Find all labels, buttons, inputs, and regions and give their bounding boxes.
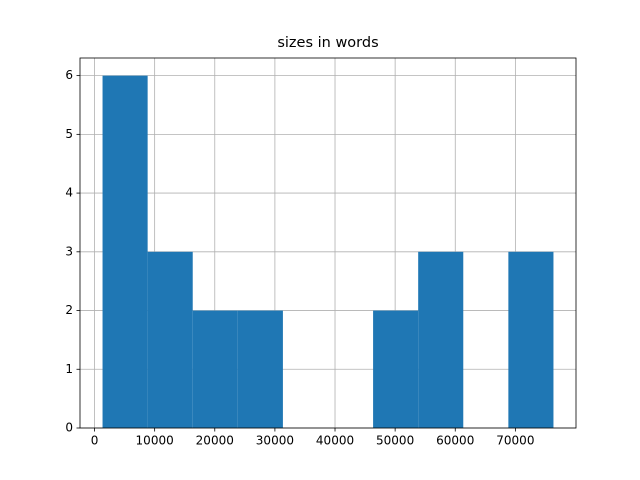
- bar: [192, 310, 238, 428]
- y-tick-label: 0: [65, 421, 73, 435]
- y-tick-label: 4: [65, 186, 73, 200]
- bars: [102, 75, 554, 428]
- y-tick-label: 5: [65, 127, 73, 141]
- bar: [237, 310, 283, 428]
- bar: [508, 251, 554, 428]
- x-tick-label: 70000: [496, 434, 534, 448]
- x-tick-label: 30000: [256, 434, 294, 448]
- x-tick-label: 10000: [136, 434, 174, 448]
- axes: 0 10000 20000 30000 40000 50000 60000 70000 0 1 2 3…: [65, 57, 577, 448]
- y-tick-label: 1: [65, 362, 73, 376]
- bar: [373, 310, 419, 428]
- y-tick-label: 2: [65, 303, 73, 317]
- x-tick-label: 60000: [436, 434, 474, 448]
- chart-title: sizes in words: [277, 35, 378, 51]
- x-tick-label: 50000: [376, 434, 414, 448]
- bar: [147, 251, 193, 428]
- y-tick-label: 6: [65, 68, 73, 82]
- bar: [102, 75, 148, 428]
- plot-frame: [79, 57, 577, 429]
- x-tick-label: 20000: [196, 434, 234, 448]
- x-tick-label: 0: [91, 434, 99, 448]
- bar: [418, 251, 464, 428]
- x-tick-label: 40000: [316, 434, 354, 448]
- y-tick-label: 3: [65, 244, 73, 258]
